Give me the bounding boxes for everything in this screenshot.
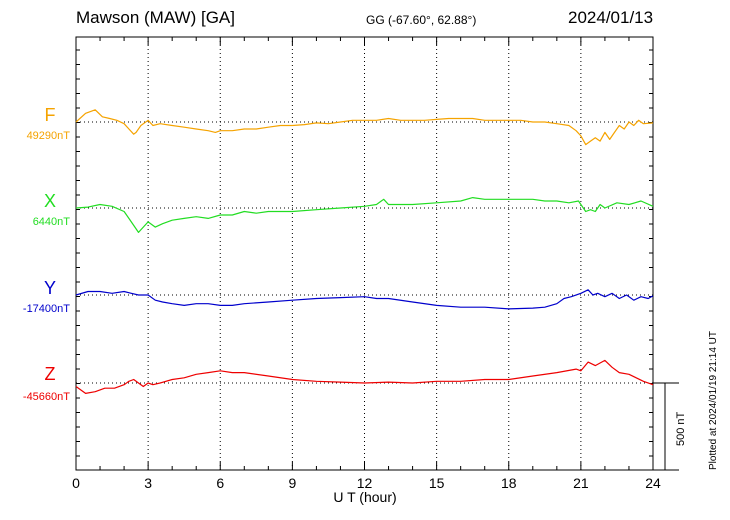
axis-ticks [75,37,654,470]
x-tick-label: 0 [72,475,80,491]
baseline-label-y: -17400nT [23,303,70,315]
x-tick-label: 3 [144,475,152,491]
scale-bar-label: 500 nT [675,411,687,446]
x-tick-labels: 0 3 6 9 12 15 18 21 24 [72,475,661,491]
x-tick-label: 21 [573,475,589,491]
x-tick-label: 9 [288,475,296,491]
x-tick-label: 12 [357,475,373,491]
series-line-f [75,109,654,146]
geographic-coordinates: GG (-67.60°, 62.88°) [366,13,477,27]
baseline-label-f: 49290nT [27,130,71,142]
series-traces [75,109,654,394]
baseline-label-z: -45660nT [23,391,70,403]
station-title: Mawson (MAW) [GA] [76,8,235,27]
x-tick-label: 15 [429,475,445,491]
series-name-x: X [44,191,56,211]
series-line-x [75,197,654,233]
x-axis-label: U T (hour) [333,489,396,505]
x-tick-label: 24 [645,475,661,491]
baseline-label-x: 6440nT [33,216,71,228]
series-name-f: F [45,105,56,125]
series-line-y [75,289,654,310]
series-labels: F 49290nT X 6440nT Y -17400nT Z -45660nT [23,105,70,403]
plot-date: 2024/01/13 [568,8,654,27]
x-tick-label: 18 [501,475,517,491]
plotted-at-note: Plotted at 2024/01/19 21:14 UT [708,331,719,470]
scale-bar: 500 nT [653,382,687,471]
grid-lines [147,37,582,470]
series-name-y: Y [44,278,56,298]
series-line-z [75,359,654,394]
x-tick-label: 6 [216,475,224,491]
series-name-z: Z [45,364,56,384]
